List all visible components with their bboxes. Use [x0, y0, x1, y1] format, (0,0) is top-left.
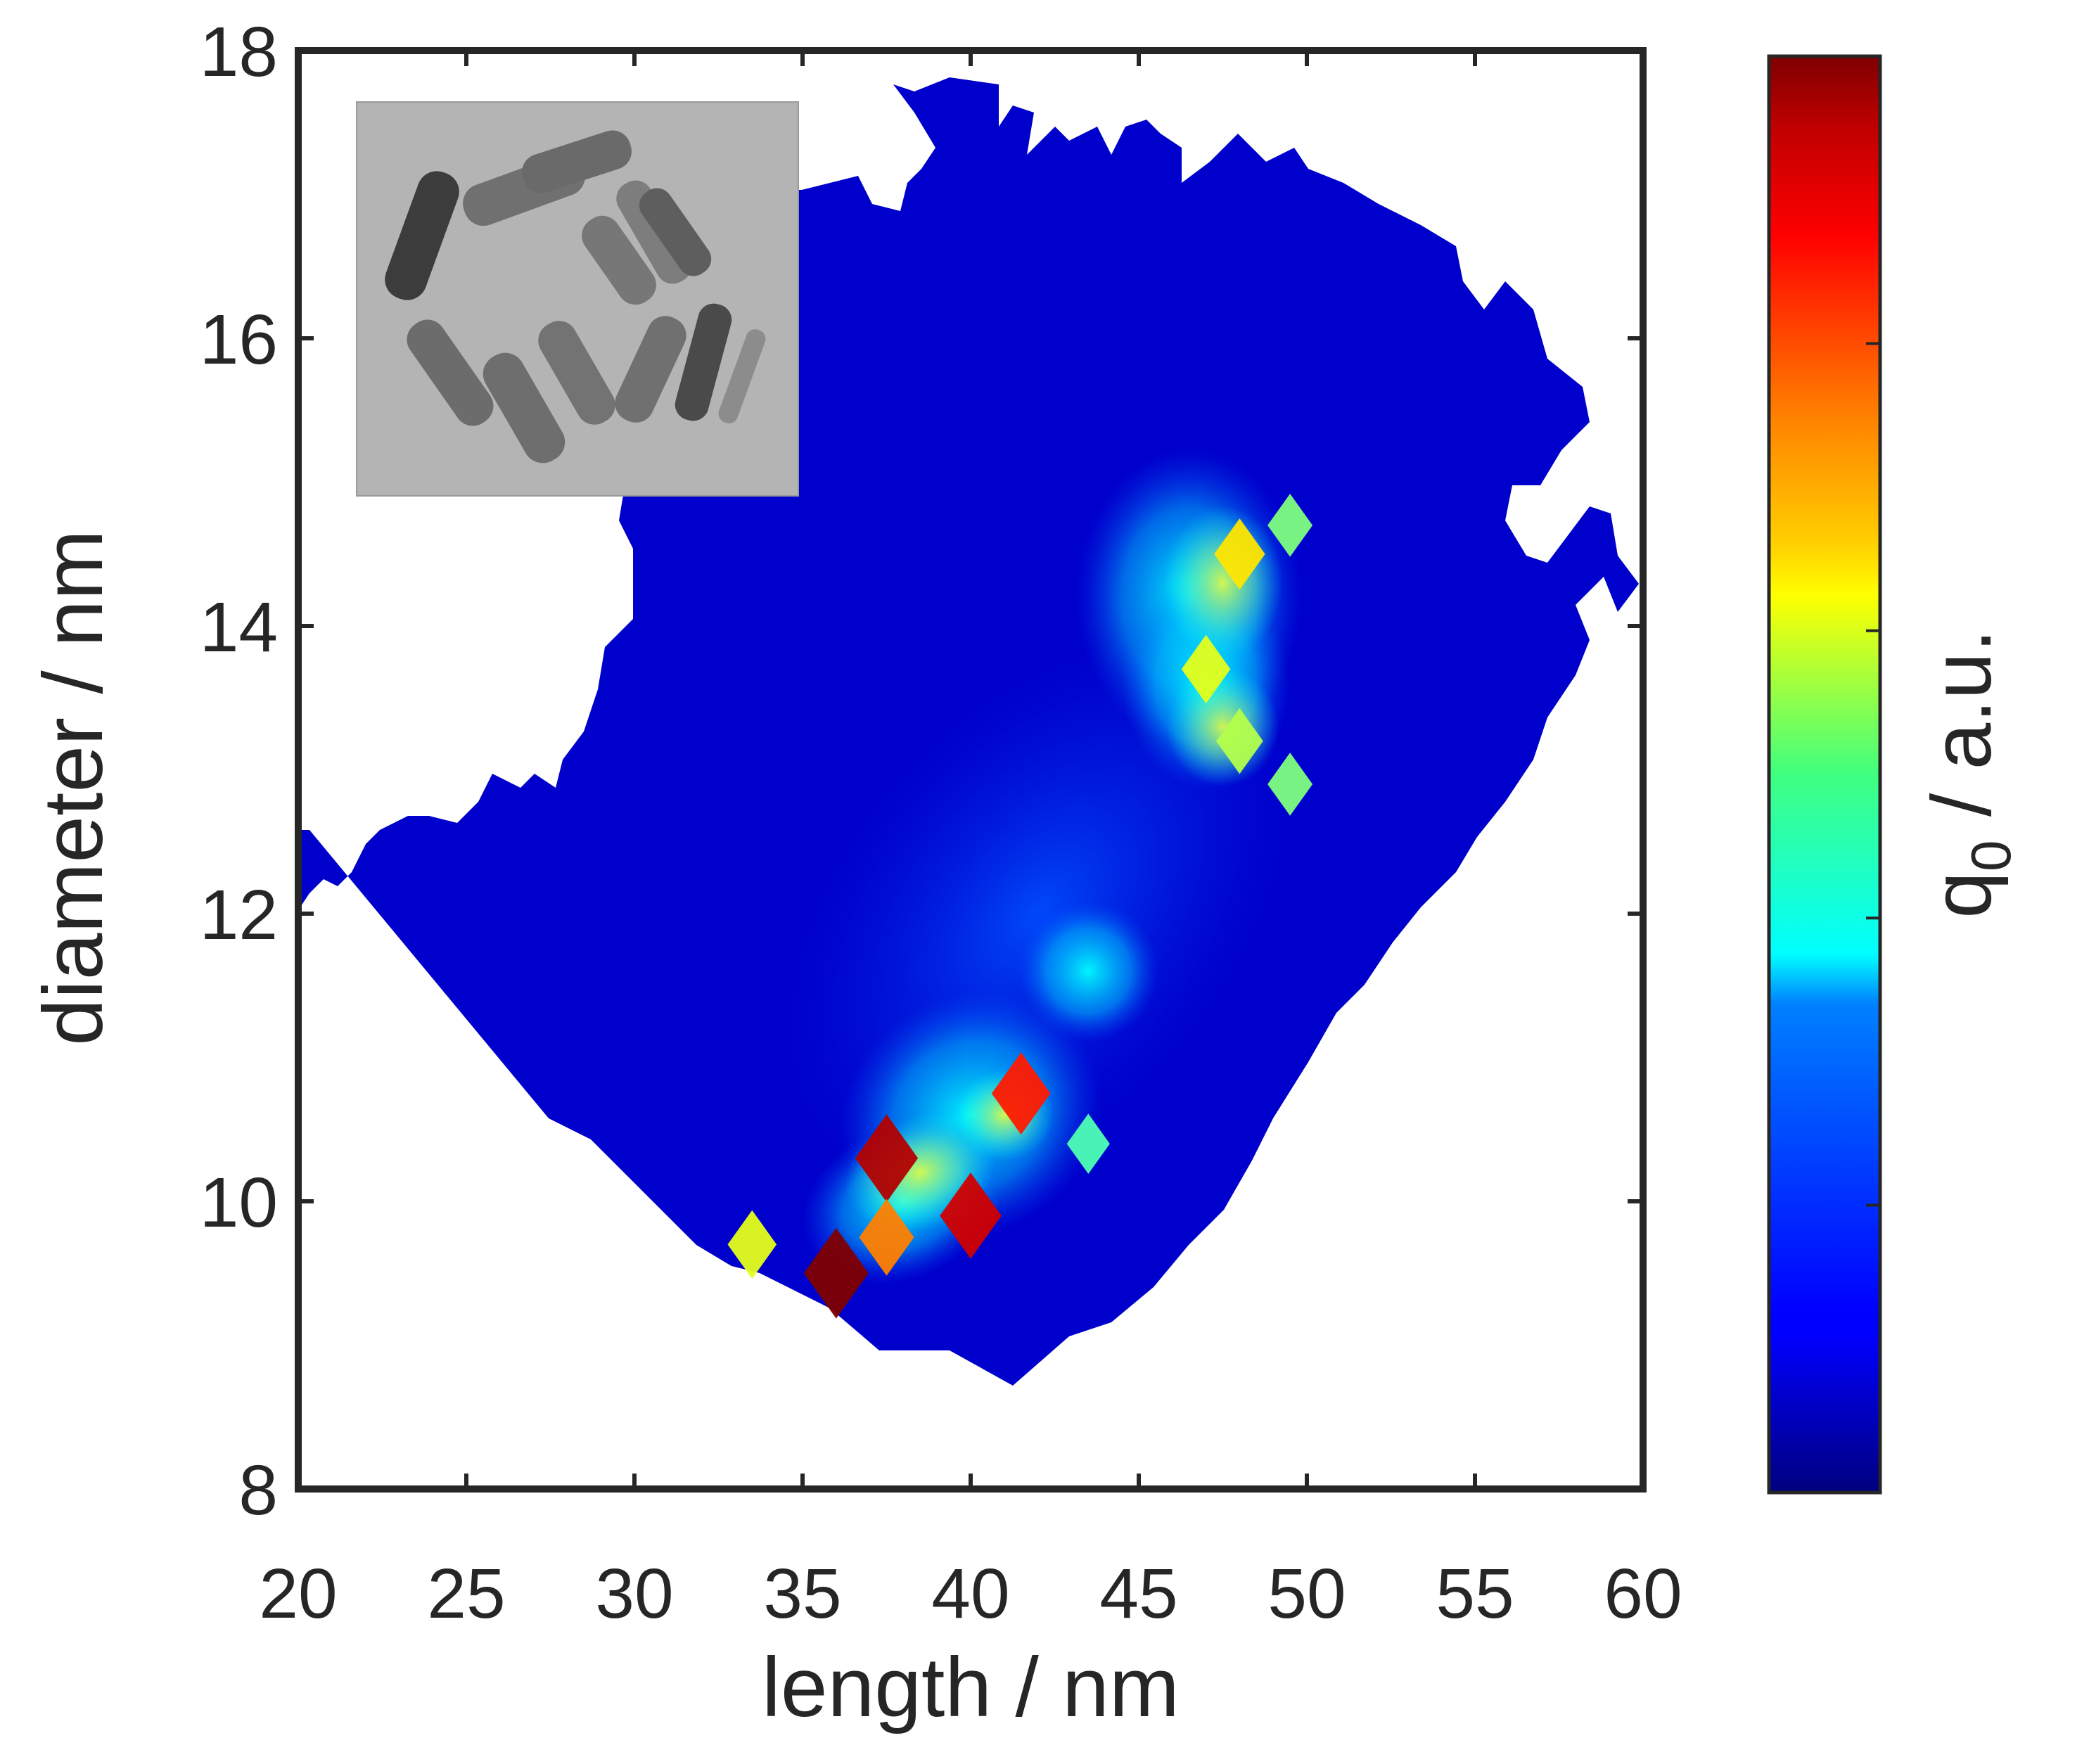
heatmap-peak: [1267, 753, 1313, 816]
axis-ticks: [296, 49, 1645, 1491]
x-tick-label: 60: [1604, 1554, 1682, 1633]
tem-inset-image: [356, 101, 799, 497]
y-tick-label: 8: [238, 1451, 278, 1530]
x-tick-label: 25: [427, 1554, 505, 1633]
heatmap-peak: [859, 1199, 914, 1276]
x-tick-label: 20: [259, 1554, 337, 1633]
y-tick-label: 10: [200, 1163, 278, 1242]
x-tick-label: 55: [1436, 1554, 1514, 1633]
x-tick-labels: 20 25 30 35 40 45 50 55 60: [259, 1554, 1682, 1633]
y-axis-title: diameter / nm: [26, 530, 120, 1046]
heatmap-glow: [1166, 667, 1279, 787]
heatmap-peak: [1066, 1113, 1110, 1175]
x-tick-label: 40: [931, 1554, 1009, 1633]
heatmap-overlays: [727, 449, 1313, 1319]
heatmap-peak: [991, 1052, 1051, 1135]
heatmap-peak: [1267, 494, 1313, 557]
heatmap-peak: [803, 1227, 869, 1319]
y-tick-label: 18: [200, 13, 278, 91]
heatmap-peak: [727, 1210, 777, 1279]
x-axis-title: length / nm: [762, 1640, 1180, 1734]
y-tick-label: 14: [200, 588, 278, 667]
y-tick-labels: 8 10 12 14 16 18: [200, 13, 278, 1530]
colorbar-title-subscript: 0: [1960, 840, 2022, 871]
heatmap-glow: [1018, 900, 1159, 1042]
y-tick-label: 16: [200, 300, 278, 379]
x-tick-label: 35: [763, 1554, 841, 1633]
colorbar-title-base: q: [1915, 871, 2009, 919]
y-tick-label: 12: [200, 876, 278, 954]
x-tick-label: 30: [595, 1554, 673, 1633]
heatmap-peak: [855, 1114, 919, 1203]
colorbar: [1767, 54, 1882, 1495]
colorbar-ticks: [1866, 55, 1880, 1207]
heatmap-peak: [1216, 708, 1263, 774]
x-tick-label: 50: [1267, 1554, 1346, 1633]
heatmap-peak: [940, 1172, 1002, 1259]
x-tick-label: 45: [1099, 1554, 1177, 1633]
heatmap-glow: [1163, 505, 1283, 660]
colorbar-title-suffix: / a.u.: [1915, 629, 2009, 840]
colorbar-title: q0 / a.u.: [1915, 629, 2022, 918]
heatmap-peak: [1181, 634, 1231, 704]
nanorod-group: [385, 130, 766, 464]
heatmap-peak: [1214, 518, 1265, 590]
